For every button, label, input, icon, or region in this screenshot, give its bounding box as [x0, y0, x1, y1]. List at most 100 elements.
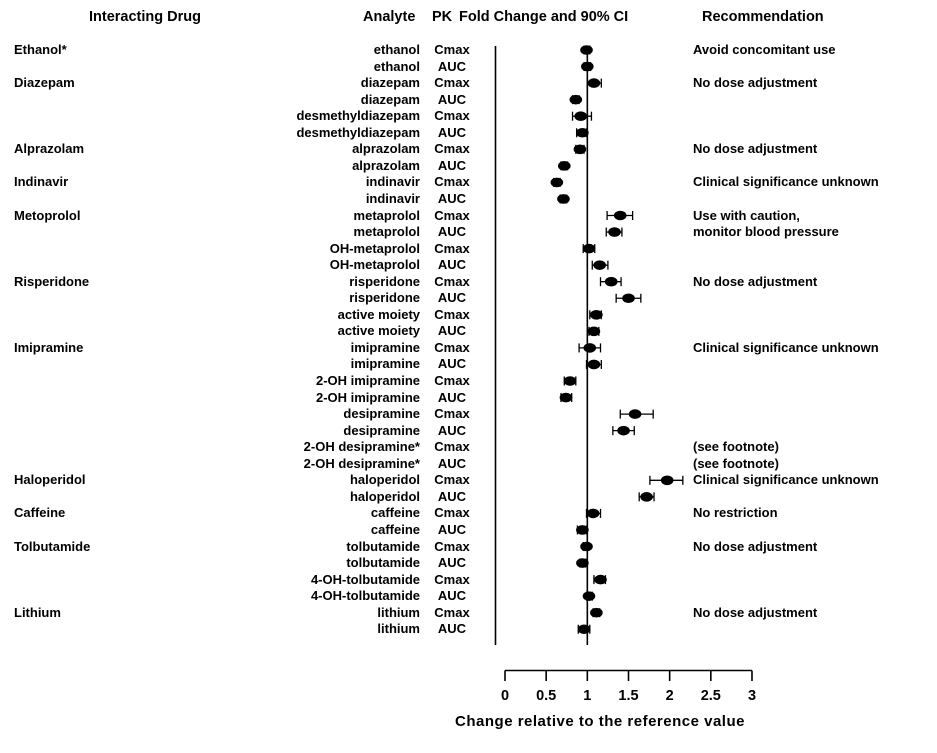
pk-label: AUC	[437, 157, 467, 173]
analyte-label: tolbutamide	[346, 538, 420, 554]
point-estimate-marker	[574, 111, 588, 121]
interacting-drug-label: Imipramine	[14, 339, 84, 355]
analyte-label: imipramine	[350, 339, 420, 355]
recommendation-label: (see footnote)	[693, 455, 779, 471]
analyte-label: desmethyldiazepam	[296, 108, 420, 124]
point-estimate-marker	[557, 194, 570, 204]
pk-label: AUC	[437, 257, 467, 273]
point-estimate-marker	[557, 161, 571, 171]
analyte-label: metaprolol	[353, 224, 420, 240]
point-estimate-marker	[604, 276, 618, 287]
point-estimate-marker	[640, 492, 653, 502]
x-axis-tick-label: 1.5	[618, 688, 639, 704]
recommendation-label: No dose adjustment	[693, 604, 818, 620]
pk-label: Cmax	[434, 339, 470, 355]
analyte-label: 2-OH desipramine*	[303, 439, 420, 455]
interacting-drug-label: Alprazolam	[14, 141, 85, 157]
point-estimate-marker	[563, 376, 577, 386]
recommendation-label: monitor blood pressure	[693, 224, 839, 240]
pk-label: AUC	[437, 455, 467, 471]
analyte-label: diazepam	[360, 91, 420, 107]
recommendation-label: No dose adjustment	[693, 75, 818, 91]
pk-label: Cmax	[434, 108, 470, 124]
pk-label: AUC	[437, 521, 467, 537]
x-axis-tick-label: 2.5	[700, 688, 721, 704]
point-estimate-marker	[660, 475, 674, 486]
x-axis-tick-label: 1	[583, 688, 592, 704]
analyte-label: ethanol	[373, 58, 420, 74]
pk-label: AUC	[437, 124, 467, 140]
point-estimate-marker	[576, 525, 589, 535]
analyte-label: metaprolol	[353, 207, 420, 223]
point-estimate-marker	[576, 558, 589, 568]
header-recommendation: Recommendation	[702, 9, 824, 25]
analyte-label: indinavir	[365, 190, 420, 206]
pk-label: Cmax	[434, 42, 470, 57]
pk-label: AUC	[437, 190, 467, 206]
point-estimate-marker	[587, 359, 601, 370]
point-estimate-marker	[559, 392, 573, 403]
interacting-drug-label: Ethanol*	[14, 42, 67, 57]
pk-label: AUC	[437, 58, 467, 74]
pk-label: AUC	[437, 588, 467, 604]
recommendation-label: No dose adjustment	[693, 273, 818, 289]
pk-label: AUC	[437, 356, 467, 372]
pk-label: Cmax	[434, 505, 470, 521]
recommendation-label: (see footnote)	[693, 439, 779, 455]
x-axis-tick-label: 0.5	[536, 688, 557, 704]
analyte-label: lithium	[377, 604, 420, 620]
analyte-label: 4-OH-tolbutamide	[310, 588, 420, 604]
pk-label: Cmax	[434, 373, 470, 388]
analyte-label: haloperidol	[349, 488, 420, 504]
point-estimate-marker	[550, 177, 564, 188]
pk-label: Cmax	[434, 75, 470, 91]
pk-label: AUC	[437, 224, 467, 240]
pk-label: Cmax	[434, 538, 470, 554]
point-estimate-marker	[573, 144, 587, 155]
analyte-label: imipramine	[350, 356, 420, 372]
pk-label: AUC	[437, 488, 467, 504]
pk-label: Cmax	[434, 273, 470, 289]
recommendation-label: Clinical significance unknown	[693, 472, 879, 488]
analyte-label: desipramine	[343, 422, 420, 438]
recommendation-label: Clinical significance unknown	[693, 339, 879, 355]
pk-label: AUC	[437, 91, 467, 107]
point-estimate-marker	[582, 243, 596, 254]
analyte-label: lithium	[377, 621, 420, 637]
header-interacting-drug: Interacting Drug	[89, 9, 201, 25]
point-estimate-marker	[628, 409, 642, 419]
analyte-label: 2-OH desipramine*	[303, 455, 420, 471]
analyte-label: indinavir	[365, 174, 420, 190]
point-estimate-marker	[587, 78, 601, 88]
analyte-label: desipramine	[343, 406, 420, 422]
analyte-label: diazepam	[360, 75, 420, 91]
header-fold-change: Fold Change and 90% CI	[459, 9, 629, 25]
pk-label: AUC	[437, 621, 467, 637]
point-estimate-marker	[582, 591, 596, 601]
analyte-label: alprazolam	[352, 141, 420, 157]
pk-label: Cmax	[434, 141, 470, 157]
interacting-drug-label: Indinavir	[14, 174, 69, 190]
header-analyte: Analyte	[363, 9, 416, 25]
interacting-drug-label: Metoprolol	[14, 207, 81, 223]
pk-label: Cmax	[434, 604, 470, 620]
point-estimate-marker	[622, 293, 635, 304]
point-estimate-marker	[613, 210, 627, 221]
point-estimate-marker	[590, 607, 603, 618]
x-axis-tick-label: 3	[747, 688, 757, 704]
recommendation-label: Avoid concomitant use	[693, 42, 836, 57]
x-axis-tick-label: 0	[500, 688, 510, 704]
analyte-label: alprazolam	[352, 157, 420, 173]
pk-label: Cmax	[434, 571, 470, 587]
recommendation-label: No restriction	[693, 505, 778, 521]
pk-label: Cmax	[434, 240, 470, 256]
point-estimate-marker	[593, 260, 606, 270]
analyte-label: desmethyldiazepam	[296, 124, 420, 140]
pk-label: AUC	[437, 290, 467, 306]
analyte-label: OH-metaprolol	[329, 240, 420, 256]
point-estimate-marker	[569, 94, 583, 105]
point-estimate-marker	[581, 61, 594, 72]
pk-label: Cmax	[434, 406, 470, 422]
